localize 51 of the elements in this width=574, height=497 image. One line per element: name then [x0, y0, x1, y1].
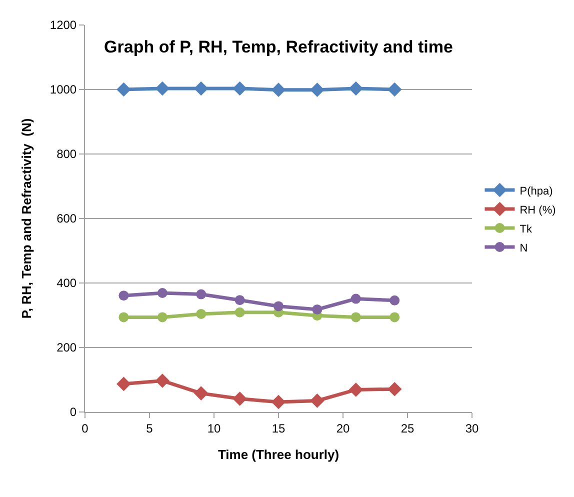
point [390, 312, 400, 322]
point [118, 312, 129, 322]
point [194, 386, 208, 400]
x-axis-title: Time (Three hourly) [218, 447, 340, 462]
point [155, 374, 170, 388]
point [232, 392, 247, 406]
point [194, 81, 208, 96]
x-tick-label: 20 [336, 421, 350, 436]
legend-label: Tk [520, 223, 532, 236]
point [234, 295, 245, 306]
point [155, 81, 170, 96]
point [116, 376, 131, 392]
y-tick-label: 800 [56, 147, 77, 162]
point [387, 382, 402, 396]
point [234, 307, 245, 318]
y-tick-label: 600 [56, 212, 77, 226]
point [196, 308, 206, 319]
y-tick-label: 200 [56, 340, 77, 355]
x-tick-label: 5 [146, 421, 154, 436]
point [312, 304, 322, 314]
x-tick-label: 30 [465, 421, 479, 436]
point [387, 82, 402, 97]
legend-label: RH (%) [520, 204, 556, 216]
point [157, 288, 168, 298]
legend-label: N [520, 242, 528, 254]
x-tick-label: 15 [272, 421, 286, 436]
point [390, 295, 400, 306]
point [196, 289, 206, 300]
y-tick-label: 0 [70, 405, 77, 420]
point [118, 290, 129, 301]
point [232, 81, 247, 96]
point [350, 294, 361, 304]
y-axis-title: P, RH, Temp and Refractivity (N) [18, 118, 34, 319]
point [157, 312, 168, 322]
legend-label: P(hpa) [520, 185, 553, 198]
y-tick-label: 400 [56, 276, 77, 290]
text: Graph of P, RH, Temp, Refractivity and time [104, 37, 453, 56]
point [348, 382, 364, 397]
point [310, 394, 324, 408]
point [350, 312, 361, 322]
y-tick-label: 1000 [50, 82, 77, 97]
point [271, 82, 286, 97]
point [274, 301, 284, 312]
x-tick-label: 0 [82, 421, 89, 436]
point [348, 81, 364, 96]
x-tick-label: 25 [400, 421, 414, 436]
x-tick-label: 10 [207, 421, 221, 436]
point [116, 82, 131, 97]
y-tick-label: 1200 [50, 18, 77, 32]
point [271, 394, 286, 410]
point [310, 82, 324, 97]
